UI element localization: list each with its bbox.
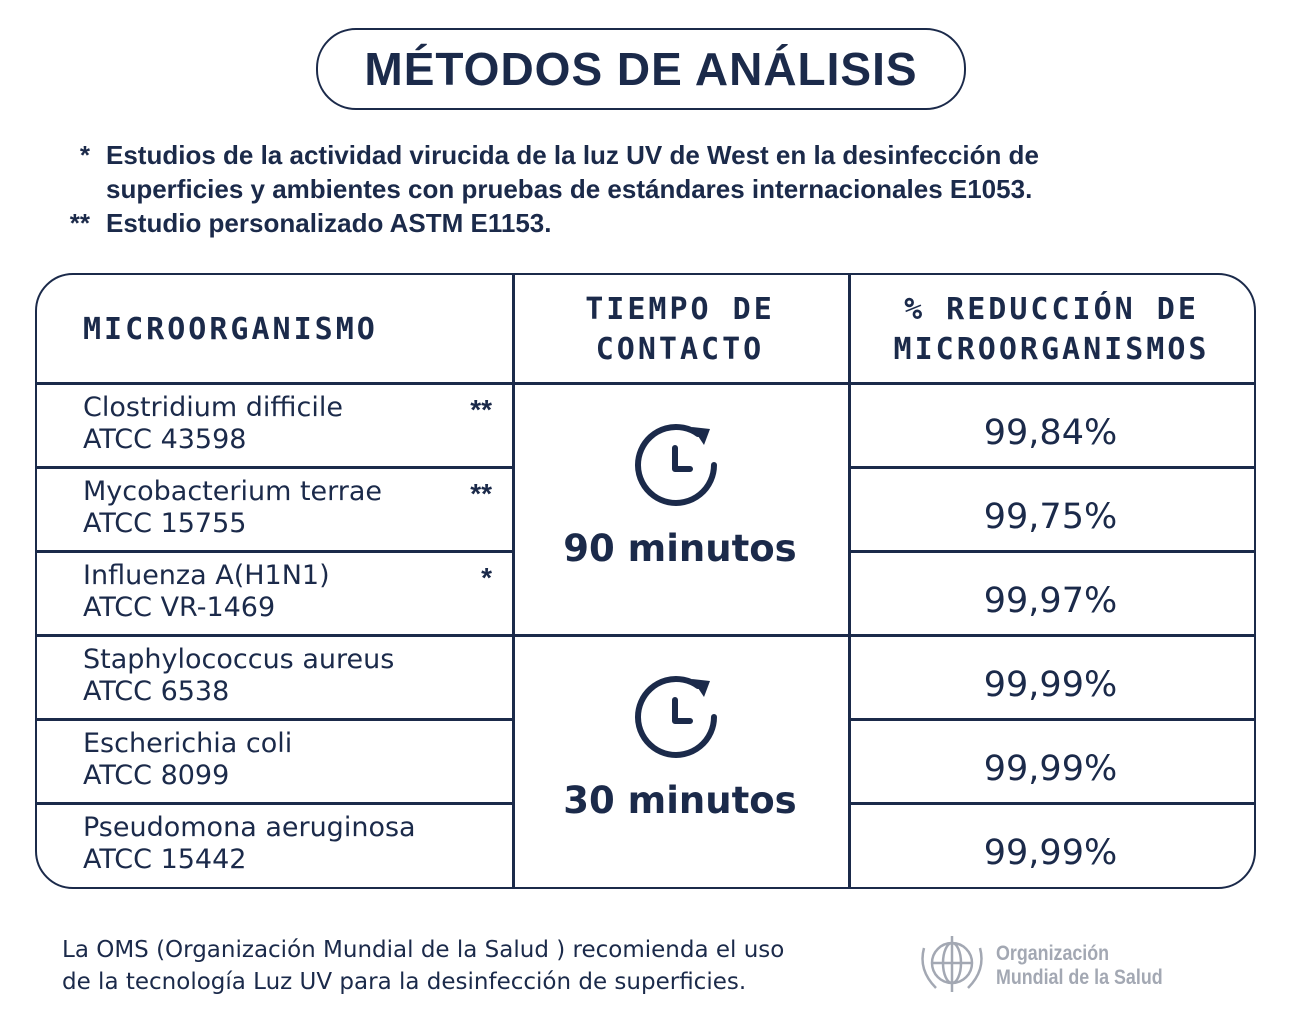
organism-name: Clostridium difficile xyxy=(83,392,343,423)
organism-code: ATCC VR-1469 xyxy=(83,592,276,623)
footer-text: de la tecnología Luz UV para la desinfec… xyxy=(62,969,747,995)
organism-name: Staphylococcus aureus xyxy=(83,644,395,675)
row-divider xyxy=(848,802,1255,805)
row-divider xyxy=(848,634,1255,637)
note-text: Estudio personalizado ASTM E1153. xyxy=(106,208,552,238)
table xyxy=(35,273,1256,889)
column-header: MICROORGANISMO xyxy=(83,311,378,347)
organism-code: ATCC 15755 xyxy=(83,508,247,539)
column-header: MICROORGANISMOS xyxy=(893,331,1210,367)
note-marker: ** xyxy=(69,208,90,238)
study-marker: ** xyxy=(470,394,492,425)
clock-icon xyxy=(635,676,717,759)
row-divider xyxy=(35,382,1255,385)
row-divider xyxy=(512,634,848,637)
column-header: % REDUCCIÓN DE xyxy=(904,291,1199,327)
footer-text: La OMS (Organización Mundial de la Salud… xyxy=(62,937,785,963)
organism-code: ATCC 6538 xyxy=(83,676,230,707)
study-marker: ** xyxy=(470,478,492,509)
contact-time: 30 minutos xyxy=(563,778,797,822)
organism-name: Influenza A(H1N1) xyxy=(83,560,330,591)
note-text: superficies y ambientes con pruebas de e… xyxy=(106,174,1033,204)
row-divider xyxy=(35,718,512,721)
row-divider xyxy=(848,550,1255,553)
note-text: Estudios de la actividad virucida de la … xyxy=(106,140,1039,170)
reduction: 99,99% xyxy=(983,665,1118,705)
title: MÉTODOS DE ANÁLISIS xyxy=(316,28,966,110)
row-divider xyxy=(848,466,1255,469)
note-marker: * xyxy=(79,140,90,170)
column-divider xyxy=(848,273,851,887)
reduction: 99,97% xyxy=(983,581,1118,621)
logo-text: Mundial de la Salud xyxy=(996,966,1163,989)
column-divider xyxy=(512,273,515,887)
organism-code: ATCC 15442 xyxy=(83,844,247,875)
row-divider xyxy=(35,802,512,805)
clock-icon xyxy=(635,424,717,507)
reduction: 99,75% xyxy=(983,497,1118,537)
reduction: 99,99% xyxy=(983,833,1118,873)
organism-code: ATCC 8099 xyxy=(83,760,230,791)
row-divider xyxy=(35,634,512,637)
organism-code: ATCC 43598 xyxy=(83,424,247,455)
column-header: CONTACTO xyxy=(595,331,765,367)
reduction: 99,99% xyxy=(983,749,1118,789)
row-divider xyxy=(848,718,1255,721)
organism-name: Pseudomona aeruginosa xyxy=(83,812,416,843)
row-divider xyxy=(35,550,512,553)
organism-name: Escherichia coli xyxy=(83,728,293,759)
column-header: TIEMPO DE xyxy=(585,291,775,327)
logo-text: Organización xyxy=(996,942,1110,965)
contact-time: 90 minutos xyxy=(563,526,797,570)
reduction: 99,84% xyxy=(983,413,1118,453)
study-marker: * xyxy=(481,562,492,593)
who-emblem xyxy=(921,936,983,992)
row-divider xyxy=(35,466,512,469)
organism-name: Mycobacterium terrae xyxy=(83,476,383,507)
